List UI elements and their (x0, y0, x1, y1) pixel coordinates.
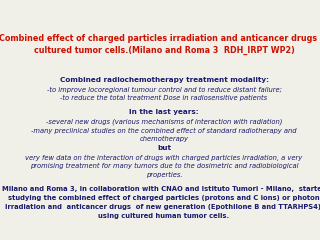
Text: -to reduce the total treatment Dose in radiosensitive patients: -to reduce the total treatment Dose in r… (60, 95, 268, 102)
Text: -several new drugs (various mechanisms of interaction with radiation): -several new drugs (various mechanisms o… (46, 119, 282, 125)
Text: studying the combined effect of charged particles (protons and C ions) or photon: studying the combined effect of charged … (8, 195, 320, 201)
Text: but: but (157, 145, 171, 151)
Text: using cultured human tumor cells.: using cultured human tumor cells. (99, 213, 229, 219)
Text: properties.: properties. (146, 172, 182, 178)
Text: promising treatment for many tumors due to the dosimetric and radiobiological: promising treatment for many tumors due … (30, 163, 298, 169)
Text: Combined effect of charged particles irradiation and anticancer drugs in
culture: Combined effect of charged particles irr… (0, 34, 320, 55)
Text: Milano and Roma 3, in collaboration with CNAO and Istituto Tumori - Milano,  sta: Milano and Roma 3, in collaboration with… (2, 186, 320, 192)
Text: -many preclinical studies on the combined effect of standard radiotherapy and: -many preclinical studies on the combine… (31, 127, 297, 134)
Text: In the last years:: In the last years: (129, 109, 199, 115)
Text: irradiation and  anticancer drugs  of new generation (Epothilone B and TTARHPS4): irradiation and anticancer drugs of new … (5, 204, 320, 210)
Text: -to improve locoregional tumour control and to reduce distant failure;: -to improve locoregional tumour control … (47, 86, 281, 93)
Text: chemotherapy: chemotherapy (140, 136, 188, 143)
Text: very few data on the interaction of drugs with charged particles irradiation, a : very few data on the interaction of drug… (25, 155, 303, 161)
Text: Combined radiochemotherapy treatment modality:: Combined radiochemotherapy treatment mod… (60, 77, 268, 83)
